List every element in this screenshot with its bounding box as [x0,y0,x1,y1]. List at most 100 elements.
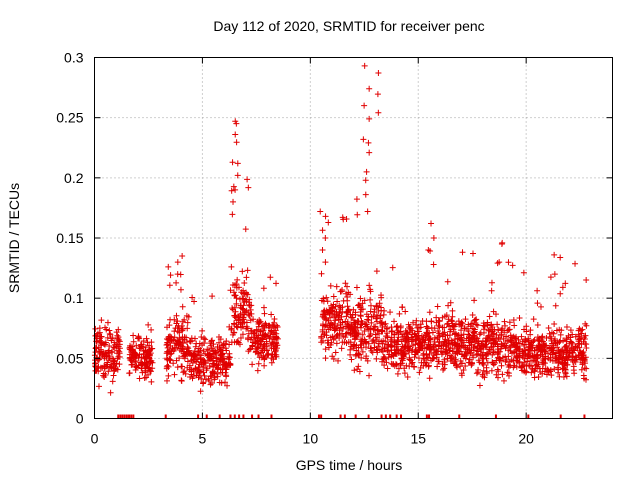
data-point [429,329,436,336]
data-point [184,325,191,332]
data-point [382,333,389,340]
data-point [478,346,485,353]
data-point [338,345,345,352]
data-point [568,339,575,346]
data-point [209,293,216,300]
data-point [167,351,174,358]
data-point [190,372,197,379]
data-point [207,340,214,347]
data-point [148,345,155,352]
data-point [500,335,507,342]
data-point [233,139,240,146]
data-point [455,347,462,354]
data-point [264,352,271,359]
data-point [496,259,503,266]
data-point [440,331,447,338]
data-point [451,331,458,338]
data-point [256,319,263,326]
data-point [468,362,475,369]
data-point [96,356,103,363]
data-point [235,317,242,324]
data-point [183,338,190,345]
data-point [417,321,424,328]
data-point [365,313,372,320]
data-point [113,343,120,350]
data-point [521,341,528,348]
data-point [343,330,350,337]
data-point [232,186,239,193]
data-point [458,360,465,367]
data-point [249,361,256,368]
data-point [248,302,255,309]
data-point [174,318,181,325]
data-point [488,322,495,329]
data-point [479,341,486,348]
data-point [420,336,427,343]
data-point [232,292,239,299]
data-point [440,366,447,373]
data-point [349,330,356,337]
data-point [388,334,395,341]
data-point [133,363,140,370]
data-point [552,350,559,357]
data-point [237,321,244,328]
data-point [580,349,587,356]
data-point [483,364,490,371]
data-point [536,337,543,344]
data-point [464,344,471,351]
data-point [531,347,538,354]
data-point [430,352,437,359]
data-point [350,328,357,335]
data-point [540,341,547,348]
data-point [331,308,338,315]
y-axis: 0 0.05 0.1 0.15 0.2 0.25 0.3 [56,50,613,427]
data-point [163,365,170,372]
data-point [191,348,198,355]
data-point [441,313,448,320]
data-point [144,348,151,355]
data-point [378,320,385,327]
data-point [528,369,535,376]
data-point [489,359,496,366]
data-point [347,346,354,353]
data-point [420,352,427,359]
data-point [441,365,448,372]
data-point [479,359,486,366]
data-point [509,262,516,269]
chart-title: Day 112 of 2020, SRMTID for receiver pen… [213,18,484,34]
data-point [495,348,502,355]
data-point [441,338,448,345]
data-point [107,363,114,370]
data-point [321,330,328,337]
data-point [234,276,241,283]
data-point [349,314,356,321]
data-point [319,337,326,344]
data-point [247,306,254,313]
data-point [250,316,257,323]
data-point [321,311,328,318]
data-point [230,198,237,205]
data-point [217,336,224,343]
data-point [210,360,217,367]
data-point [557,254,564,261]
data-point [426,375,433,382]
data-point [435,328,442,335]
data-point [555,354,562,361]
data-point [163,336,170,343]
data-point [555,360,562,367]
data-point [388,343,395,350]
data-point [434,363,441,370]
data-point [164,356,171,363]
data-point [542,342,549,349]
data-point [576,344,583,351]
data-point [572,260,579,267]
data-point [384,347,391,354]
data-point [511,322,518,329]
data-point [441,361,448,368]
data-point [343,215,350,222]
data-point [331,327,338,334]
data-point [198,361,205,368]
data-point [143,374,150,381]
data-point [322,235,329,241]
data-point [506,326,513,333]
